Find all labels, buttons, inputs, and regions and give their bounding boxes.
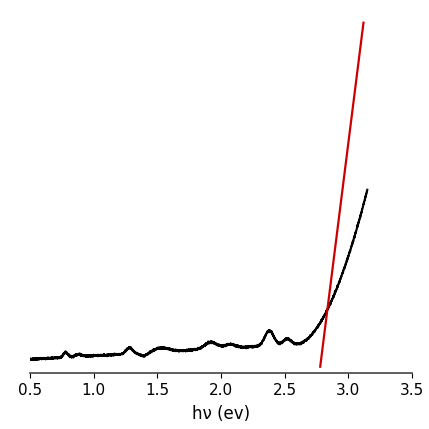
X-axis label: hν (ev): hν (ev): [192, 405, 250, 423]
